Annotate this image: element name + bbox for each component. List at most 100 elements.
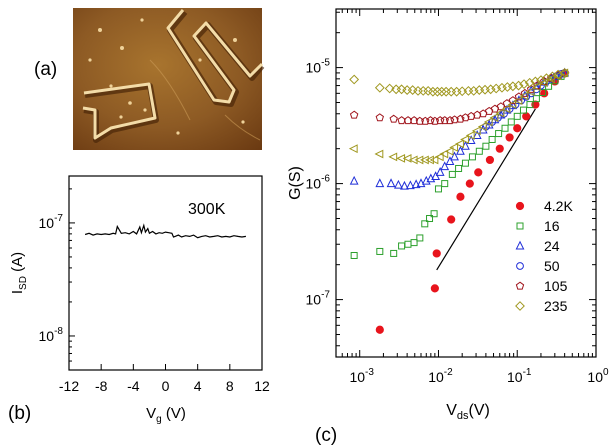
- panel-b-ticks: [68, 188, 263, 371]
- legend-marker: [515, 240, 525, 250]
- y-tick-label: 10-7: [306, 290, 331, 308]
- data-point: [461, 159, 469, 167]
- y-tick-label: 10-7: [39, 213, 64, 231]
- data-point: [532, 82, 541, 92]
- data-point: [519, 106, 527, 114]
- data-point: [536, 75, 546, 86]
- data-point: [447, 215, 456, 224]
- legend-label: 16: [544, 218, 560, 234]
- legend-label: 24: [544, 238, 560, 254]
- data-point: [414, 155, 424, 165]
- data-point: [480, 84, 490, 95]
- data-point: [435, 116, 445, 125]
- panel-c-x-tick-labels: 10-3 10-2 10-1 100: [349, 367, 609, 385]
- data-point: [375, 325, 384, 334]
- data-point: [477, 122, 487, 132]
- data-point: [507, 100, 517, 109]
- data-point: [389, 114, 398, 123]
- data-point: [432, 249, 441, 258]
- afm-image: [73, 8, 265, 150]
- panel-b-x-tick-labels: -12 -8 -4 0 4 8 12: [59, 378, 270, 394]
- x-tick-label: 4: [194, 378, 202, 394]
- data-point: [472, 130, 482, 139]
- data-point: [398, 242, 406, 250]
- data-point: [461, 113, 470, 122]
- data-point: [519, 91, 529, 101]
- data-point: [501, 124, 509, 132]
- legend-marker: [516, 262, 524, 270]
- data-point: [429, 155, 439, 165]
- panel-c-y-tick-labels: 10-7 10-6 10-5: [306, 58, 331, 308]
- data-point: [374, 82, 385, 93]
- legend-label: 235: [544, 298, 568, 314]
- series-unlabeled: [348, 68, 569, 165]
- panel-c-xlabel: Vds(V): [446, 402, 490, 422]
- data-point: [460, 135, 469, 144]
- data-point: [404, 240, 412, 248]
- data-point: [485, 155, 495, 165]
- data-point: [483, 117, 493, 127]
- x-tick-label: -4: [127, 378, 140, 394]
- data-point: [390, 249, 398, 257]
- data-point: [431, 171, 441, 181]
- x-tick-label: 10-2: [428, 367, 453, 385]
- data-point: [426, 173, 436, 183]
- data-point: [408, 155, 418, 165]
- data-point: [375, 113, 384, 122]
- x-tick-label: 0: [162, 378, 170, 394]
- legend-marker: [515, 281, 525, 290]
- legend-label: 105: [544, 278, 568, 294]
- data-point: [448, 170, 456, 178]
- data-point: [455, 164, 463, 172]
- data-point: [445, 156, 455, 166]
- x-tick-label: -12: [59, 378, 79, 394]
- data-point: [410, 239, 418, 247]
- data-point: [396, 84, 407, 95]
- data-point: [386, 178, 396, 188]
- data-point: [349, 110, 359, 119]
- data-point: [488, 135, 496, 143]
- data-point: [495, 144, 504, 153]
- panel-label-b: (b): [8, 403, 31, 424]
- data-point: [349, 74, 360, 85]
- panel-b-axes-frame: [68, 175, 263, 371]
- data-point: [376, 247, 384, 255]
- legend: 4.2K 16 24 50 105 235: [515, 198, 573, 314]
- data-point: [519, 79, 529, 90]
- data-point: [526, 101, 534, 109]
- data-point: [440, 161, 450, 171]
- data-point: [513, 112, 521, 120]
- data-point: [400, 180, 409, 190]
- data-point: [428, 86, 438, 97]
- x-tick-label: -8: [95, 378, 108, 394]
- legend-marker: [515, 201, 525, 211]
- legend-marker: [515, 301, 525, 311]
- panel-label-c: (c): [315, 425, 337, 446]
- data-point: [450, 151, 459, 161]
- data-point: [501, 104, 511, 114]
- data-point: [507, 118, 515, 126]
- data-point: [402, 153, 412, 163]
- panel-b-y-tick-labels: 10-8 10-7: [39, 213, 64, 344]
- data-point: [375, 178, 385, 188]
- data-point: [532, 95, 540, 103]
- data-point: [455, 139, 464, 149]
- data-point: [435, 167, 445, 176]
- data-point: [439, 149, 449, 159]
- panel-c-axes-frame: [335, 8, 597, 358]
- data-point: [559, 68, 569, 78]
- data-point: [465, 179, 474, 188]
- data-point: [539, 88, 547, 96]
- data-point: [468, 153, 476, 161]
- data-point: [495, 130, 503, 138]
- data-point: [468, 85, 479, 96]
- data-point: [394, 179, 403, 189]
- data-point: [426, 215, 434, 223]
- data-point: [451, 86, 462, 97]
- y-tick-label: 10-8: [39, 326, 64, 344]
- data-point: [495, 108, 505, 118]
- data-point: [430, 284, 439, 293]
- data-point: [513, 96, 523, 105]
- data-point: [456, 192, 465, 201]
- data-point: [525, 87, 535, 97]
